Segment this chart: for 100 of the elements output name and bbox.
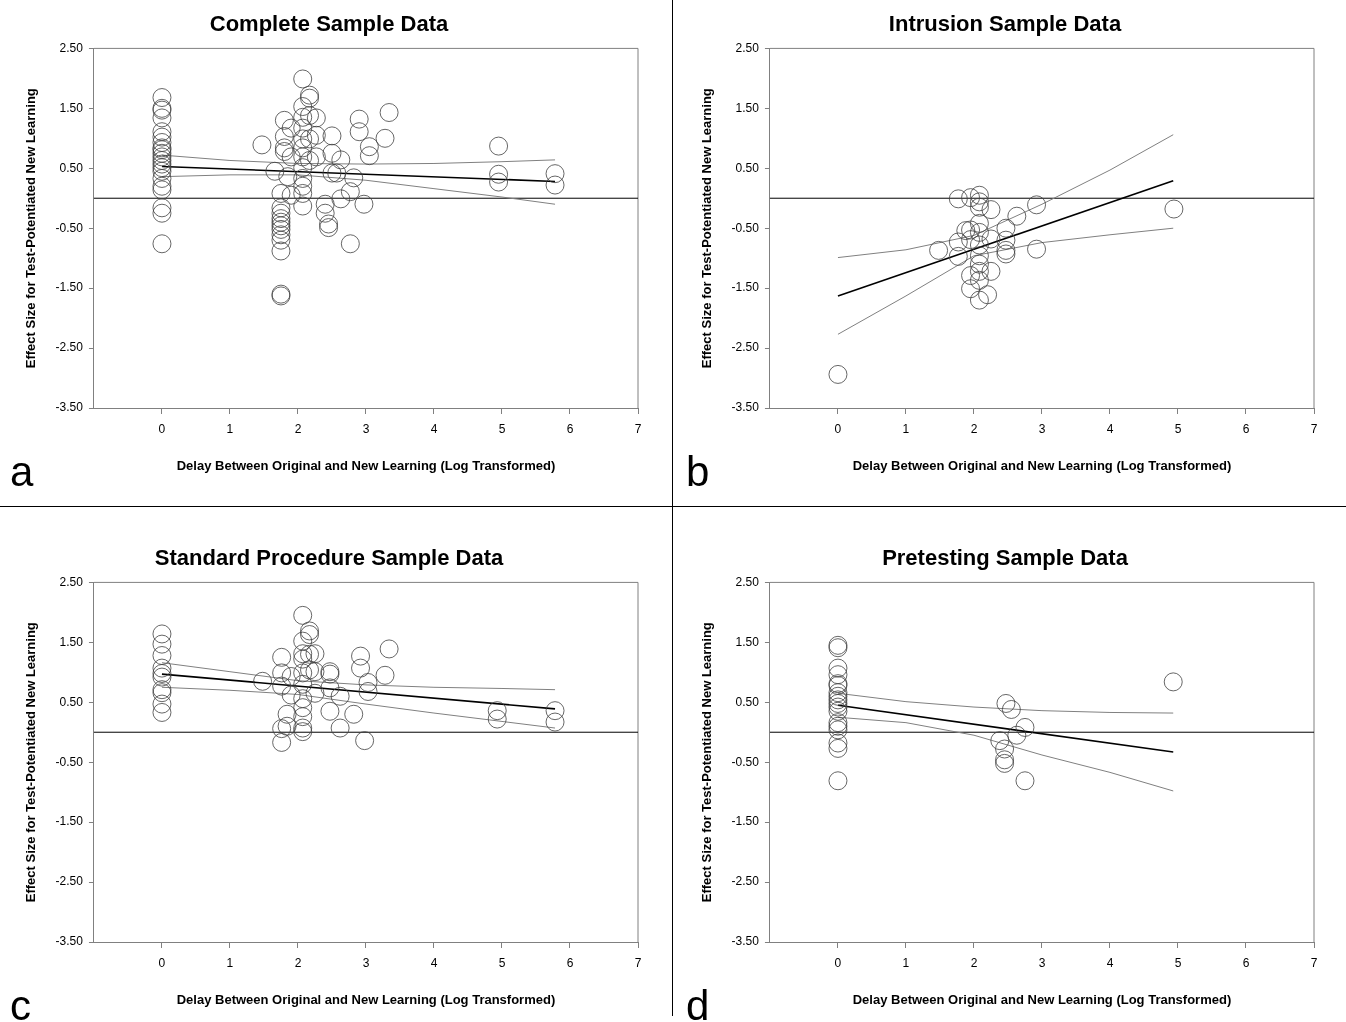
y-tick-label: -1.50 (55, 814, 84, 829)
x-tick-label: 5 (1174, 955, 1182, 970)
point (305, 662, 325, 682)
point (305, 644, 325, 664)
x-axis-title: Delay Between Original and New Learning (Log Transformed) (176, 457, 556, 473)
point (152, 624, 172, 644)
point (358, 682, 378, 701)
x-axis-title: Delay Between Original and New Learning (Log Transformed) (852, 457, 1232, 473)
point (487, 709, 507, 729)
x-tick-label: 1 (902, 955, 910, 970)
x-tick-label: 3 (362, 955, 370, 970)
point (300, 644, 319, 664)
chart-title: Complete Sample Data (209, 11, 449, 37)
point (1163, 672, 1183, 692)
y-tick-label: 0.50 (59, 694, 84, 709)
y-tick-label: -2.50 (731, 340, 760, 355)
chart-title: Intrusion Sample Data (888, 11, 1122, 37)
point (293, 663, 313, 683)
point (1164, 199, 1184, 219)
point (961, 279, 980, 299)
point (970, 214, 989, 233)
point (1015, 718, 1035, 737)
x-tick-label: 4 (1106, 955, 1114, 970)
point (961, 230, 980, 249)
y-tick-label: -0.50 (731, 220, 760, 235)
x-tick-label: 5 (498, 421, 506, 436)
x-tick-label: 7 (634, 421, 642, 436)
point (1001, 700, 1021, 719)
point (320, 701, 340, 721)
point (293, 689, 313, 709)
x-tick-label: 3 (1038, 955, 1046, 970)
point (970, 197, 989, 217)
y-tick-label: 2.50 (735, 574, 760, 589)
point (828, 665, 848, 685)
point (956, 221, 976, 240)
y-tick-label: -0.50 (731, 754, 760, 769)
point (305, 683, 325, 703)
x-tick-label: 0 (158, 421, 166, 436)
y-tick-label: 1.50 (59, 100, 84, 115)
point (293, 649, 313, 669)
y-tick-label: -0.50 (55, 754, 84, 769)
point (970, 270, 989, 290)
x-tick-label: 2 (970, 955, 978, 970)
x-tick-label: 7 (1310, 421, 1318, 436)
point (281, 685, 301, 705)
point (828, 365, 848, 384)
y-tick-label: 2.50 (59, 574, 84, 589)
x-axis-title: Delay Between Original and New Learning (Log Transformed) (176, 991, 556, 1007)
point (300, 621, 319, 641)
point (995, 750, 1014, 770)
point (970, 185, 989, 205)
point (253, 671, 273, 691)
x-tick-label: 2 (970, 421, 978, 436)
point (828, 771, 848, 791)
y-tick-label: -1.50 (55, 280, 84, 295)
point (272, 676, 292, 696)
point (272, 647, 292, 667)
point (981, 229, 1001, 249)
point (970, 261, 989, 281)
point (996, 694, 1016, 713)
point (970, 290, 989, 310)
x-tick-label: 3 (1038, 421, 1046, 436)
x-tick-label: 2 (294, 421, 302, 436)
point (300, 625, 319, 644)
chart-title: Standard Procedure Sample Data (154, 545, 504, 571)
y-tick-label: 2.50 (735, 40, 760, 55)
x-tick-label: 6 (566, 421, 574, 436)
y-tick-label: 1.50 (59, 634, 84, 649)
point (1007, 206, 1027, 226)
point (995, 739, 1014, 759)
x-tick-label: 4 (430, 421, 438, 436)
x-tick-label: 6 (1242, 421, 1250, 436)
point (300, 660, 319, 680)
y-tick-label: -3.50 (731, 934, 760, 949)
point (277, 704, 297, 724)
y-tick-label: -1.50 (731, 280, 760, 295)
y-tick-label: -3.50 (55, 934, 84, 949)
text: b (686, 448, 710, 495)
point (487, 701, 507, 721)
point (1015, 771, 1035, 791)
y-tick-label: 0.50 (59, 160, 84, 175)
point (379, 639, 399, 659)
x-tick-label: 1 (226, 955, 234, 970)
y-axis-title: Effect Size for Test-Potentiated New Learning (23, 622, 39, 903)
y-tick-label: -0.50 (55, 220, 84, 235)
point (970, 246, 989, 266)
y-tick-label: -2.50 (55, 874, 84, 889)
text: c (10, 982, 31, 1022)
point (948, 232, 968, 252)
chart-title: Pretesting Sample Data (882, 545, 1129, 571)
y-tick-label: -2.50 (55, 340, 84, 355)
point (990, 731, 1010, 751)
x-tick-label: 6 (566, 955, 574, 970)
point (1027, 239, 1046, 259)
y-axis-title: Effect Size for Test-Potentiated New Learning (699, 88, 715, 369)
point (978, 285, 997, 305)
point (948, 189, 968, 209)
point (970, 223, 989, 242)
point (970, 192, 989, 212)
x-tick-label: 0 (834, 955, 842, 970)
